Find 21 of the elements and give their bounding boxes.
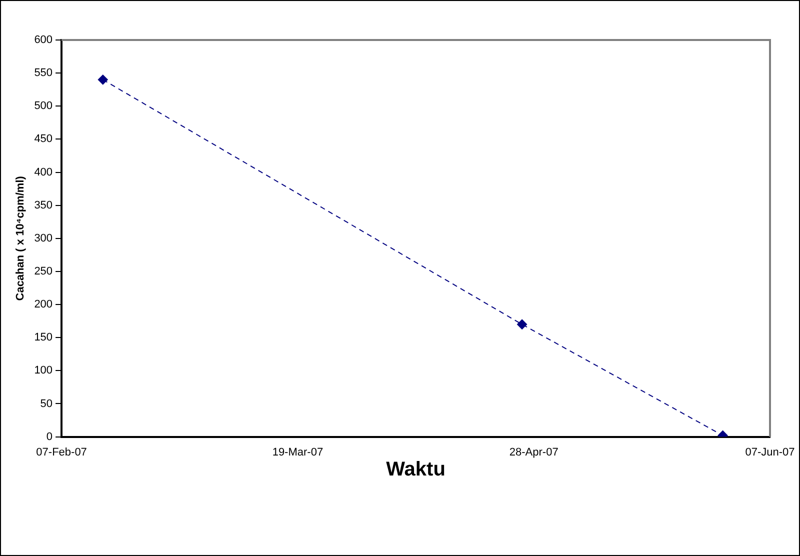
y-tick-label: 500	[34, 100, 53, 112]
point	[517, 319, 528, 330]
x-tick-label: 07-Feb-07	[36, 446, 87, 458]
x-tick-label: 07-Jun-07	[745, 446, 795, 458]
y-tick-label: 300	[34, 232, 53, 244]
y-tick-label: 150	[34, 332, 53, 344]
y-tick-label: 550	[34, 67, 53, 80]
y-tick-label: 50	[40, 398, 53, 410]
y-tick-label: 600	[34, 34, 53, 46]
y-tick-label: 350	[34, 199, 53, 212]
y-tick-label: 100	[34, 364, 53, 377]
y-tick-label: 0	[46, 430, 53, 443]
x-tick-label: 28-Apr-07	[509, 446, 558, 458]
x-tick-label: 19-Mar-07	[272, 446, 324, 458]
y-tick-label: 200	[34, 298, 53, 311]
y-tick-label: 250	[34, 266, 53, 278]
x-axis-title: Waktu	[386, 458, 446, 481]
point	[98, 74, 108, 85]
y-tick-label: 450	[34, 133, 53, 146]
y-tick-label: 400	[34, 166, 53, 178]
y-axis-title: Cacahan ( x 10⁴cpm/ml)	[14, 176, 27, 301]
